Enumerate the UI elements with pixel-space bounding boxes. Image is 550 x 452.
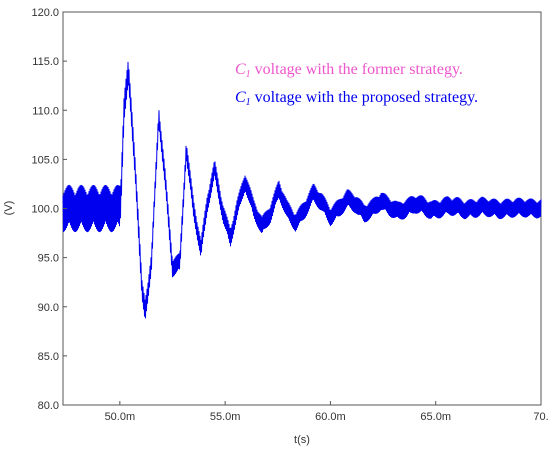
x-tick-label: 60.0m (315, 411, 346, 423)
legend-entry: C1 voltage with the former strategy. (235, 61, 463, 80)
x-tick-label: 55.0m (210, 411, 241, 423)
y-tick-label: 95.0 (38, 253, 59, 265)
legend-entry: C1 voltage with the proposed strategy. (235, 89, 478, 108)
x-tick-label: 50.0m (105, 411, 136, 423)
series-line (62, 61, 542, 319)
y-axis-label: (V) (3, 201, 15, 216)
series-layer (62, 61, 542, 319)
x-axis-ticks: 50.0m 55.0m 60.0m 65.0m 70. (105, 401, 549, 423)
y-tick-label: 85.0 (38, 351, 59, 363)
y-tick-label: 90.0 (38, 302, 59, 314)
y-tick-label: 105.0 (31, 154, 59, 166)
legend: C1 voltage with the former strategy. C1 v… (235, 61, 478, 108)
x-axis-label: t(s) (294, 434, 310, 446)
y-axis-ticks: 80.0 85.0 90.0 95.0 100.0 105.0 110.0 115.0 120.… (31, 7, 67, 412)
x-tick-label: 70. (533, 411, 548, 423)
x-tick-label: 65.0m (420, 411, 451, 423)
y-tick-label: 80.0 (38, 400, 59, 412)
y-tick-label: 115.0 (32, 56, 59, 68)
y-tick-label: 120.0 (31, 7, 59, 19)
y-tick-label: 110.0 (32, 105, 59, 117)
y-tick-label: 100.0 (31, 204, 59, 216)
